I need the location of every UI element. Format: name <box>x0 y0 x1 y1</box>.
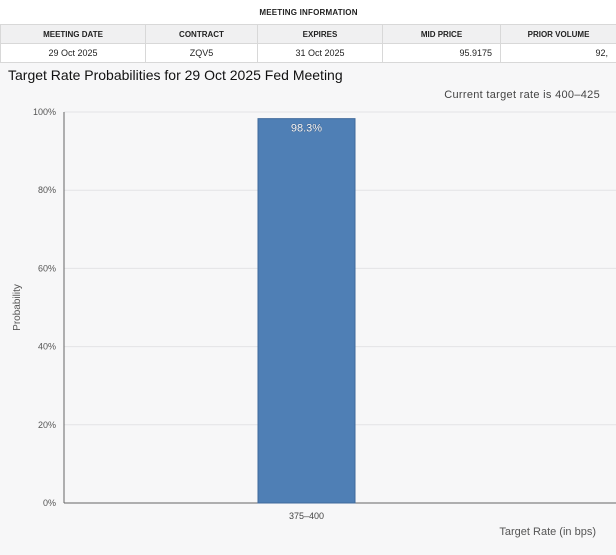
cell-prior-volume: 92, <box>499 43 616 63</box>
table-row: 29 Oct 2025 ZQV5 31 Oct 2025 95.9175 92, <box>0 43 616 63</box>
meeting-info-caption: MEETING INFORMATION <box>259 7 358 17</box>
column-header-expires[interactable]: EXPIRES <box>257 24 383 44</box>
y-axis-title: Probability <box>12 284 23 331</box>
bar <box>257 118 356 504</box>
column-header-mid-price[interactable]: MID PRICE <box>382 24 501 44</box>
y-tick-label: 80% <box>38 185 56 195</box>
chart-title: Target Rate Probabilities for 29 Oct 202… <box>8 67 343 83</box>
y-tick-label: 100% <box>33 107 56 117</box>
column-header-contract[interactable]: CONTRACT <box>145 24 258 44</box>
current-target-rate: Current target rate is 400–425 <box>444 89 600 101</box>
column-header-meeting-date[interactable]: MEETING DATE <box>0 24 146 44</box>
y-tick-label: 60% <box>38 263 56 273</box>
y-tick-label: 0% <box>43 498 56 508</box>
bar-data-label: 98.3% <box>291 123 322 135</box>
x-tick-label: 375–400 <box>289 511 324 521</box>
y-tick-label: 20% <box>38 420 56 430</box>
column-header-prior-volume[interactable]: PRIOR VOLUME <box>499 24 616 44</box>
x-axis-title: Target Rate (in bps) <box>499 526 596 538</box>
meeting-info-table: MEETING INFORMATION MEETING DATE CONTRAC… <box>0 0 616 63</box>
y-tick-label: 40% <box>38 342 56 352</box>
